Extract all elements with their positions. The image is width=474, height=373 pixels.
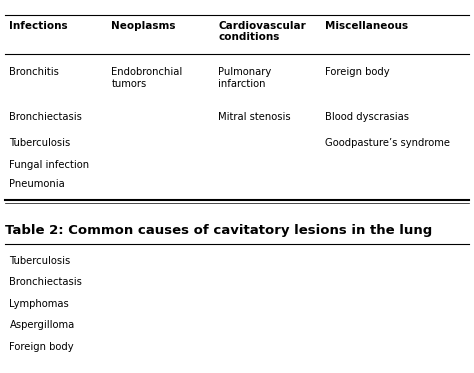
Text: Lymphomas: Lymphomas: [9, 299, 69, 309]
Text: Cardiovascular
conditions: Cardiovascular conditions: [218, 21, 306, 42]
Text: Foreign body: Foreign body: [325, 67, 389, 77]
Text: Foreign body: Foreign body: [9, 342, 74, 352]
Text: Pneumonia: Pneumonia: [9, 179, 65, 189]
Text: Tuberculosis: Tuberculosis: [9, 256, 71, 266]
Text: Fungal infection: Fungal infection: [9, 160, 90, 170]
Text: Bronchitis: Bronchitis: [9, 67, 59, 77]
Text: Goodpasture’s syndrome: Goodpasture’s syndrome: [325, 138, 450, 148]
Text: Mitral stenosis: Mitral stenosis: [218, 112, 291, 122]
Text: Bronchiectasis: Bronchiectasis: [9, 112, 82, 122]
Text: Bronchiectasis: Bronchiectasis: [9, 277, 82, 287]
Text: Aspergilloma: Aspergilloma: [9, 320, 75, 330]
Text: Table 2: Common causes of cavitatory lesions in the lung: Table 2: Common causes of cavitatory les…: [5, 224, 432, 237]
Text: Endobronchial
tumors: Endobronchial tumors: [111, 67, 182, 89]
Text: Neoplasms: Neoplasms: [111, 21, 176, 31]
Text: Blood dyscrasias: Blood dyscrasias: [325, 112, 409, 122]
Text: Miscellaneous: Miscellaneous: [325, 21, 408, 31]
Text: Pulmonary
infarction: Pulmonary infarction: [218, 67, 271, 89]
Text: Infections: Infections: [9, 21, 68, 31]
Text: Tuberculosis: Tuberculosis: [9, 138, 71, 148]
